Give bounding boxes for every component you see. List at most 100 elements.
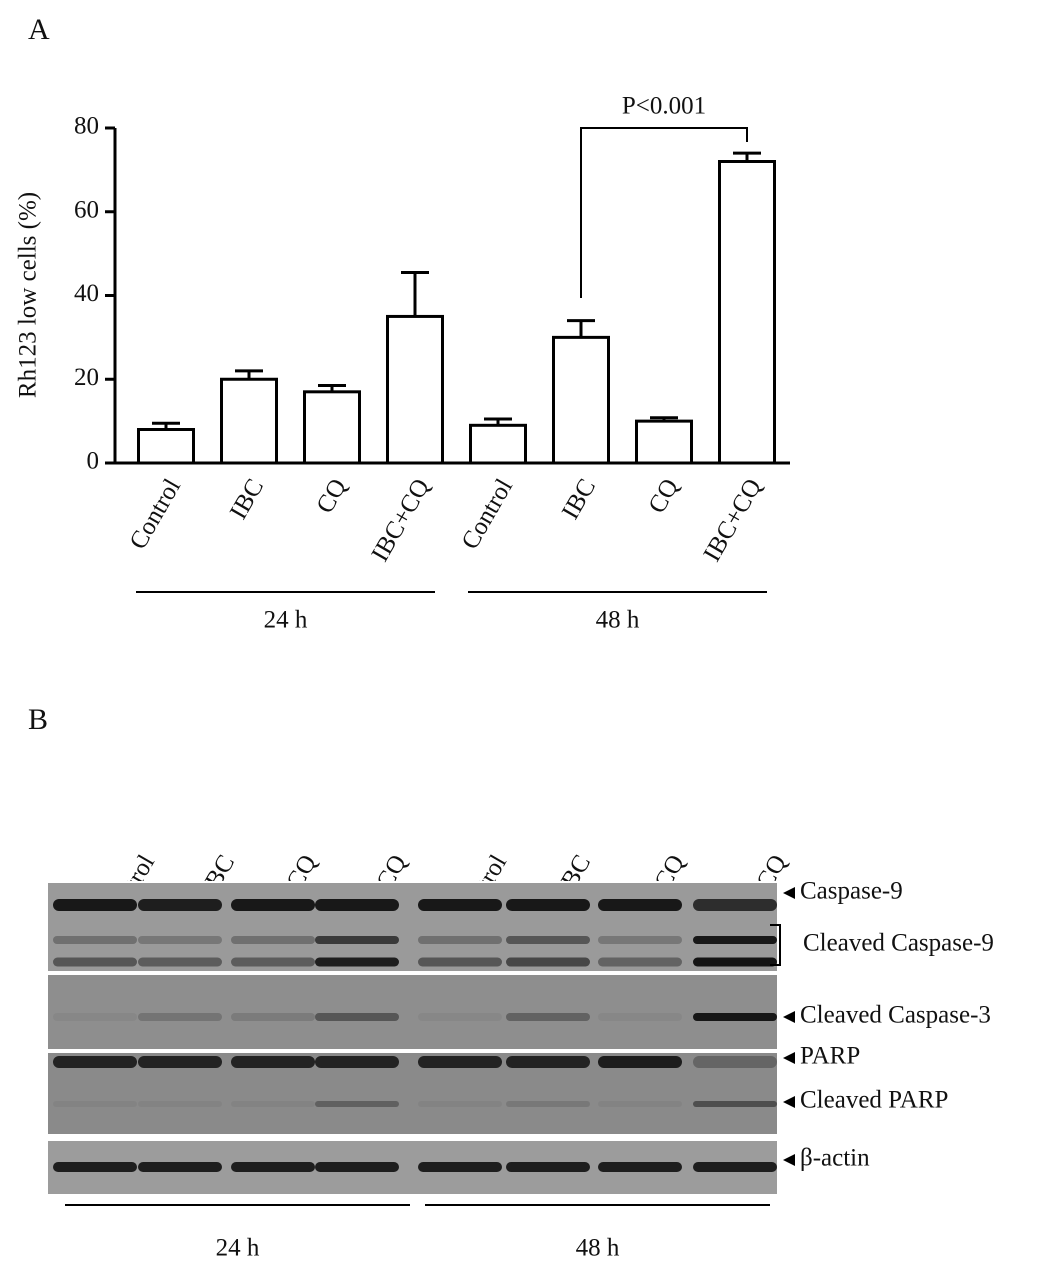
blot-band [598, 1013, 682, 1021]
group-label: 48 h [576, 1235, 620, 1262]
bar [469, 423, 527, 465]
blot-band [598, 936, 682, 944]
blot-band [315, 899, 399, 911]
blot-band [315, 957, 399, 967]
blot-band [315, 1162, 399, 1172]
blot-band [138, 1056, 222, 1068]
y-tick-label: 80 [74, 113, 99, 140]
arrow [783, 1096, 795, 1108]
blot-band [53, 899, 137, 911]
blot-band [506, 1101, 590, 1107]
significance-bracket [580, 127, 748, 298]
blot-band [506, 1162, 590, 1172]
blot-band [693, 936, 777, 944]
x-tick-label: Control [125, 474, 187, 554]
blot-band [418, 1056, 502, 1068]
blot-band [506, 1056, 590, 1068]
band-label: Cleaved Caspase-9 [803, 930, 994, 957]
blot-band [138, 936, 222, 944]
blot-band [418, 1162, 502, 1172]
bar [718, 160, 776, 465]
blot-strip [46, 973, 779, 1051]
arrow [783, 1154, 795, 1166]
blot-band [231, 899, 315, 911]
y-axis-label: Rh123 low cells (%) [15, 192, 42, 398]
blot-band [418, 957, 502, 967]
blot-band [418, 1013, 502, 1021]
blot-band [138, 1013, 222, 1021]
x-tick-label: IBC+CQ [367, 474, 436, 566]
blot-band [231, 957, 315, 967]
blot-band [53, 1013, 137, 1021]
band-label: Caspase-9 [800, 878, 903, 905]
blot-band [418, 899, 502, 911]
x-tick-label: CQ [643, 474, 684, 518]
blot-band [315, 1101, 399, 1107]
group-label: 48 h [596, 607, 640, 634]
bar [220, 377, 278, 465]
blot-band [138, 957, 222, 967]
blot-band [418, 1101, 502, 1107]
bar [635, 419, 693, 465]
y-tick-label: 60 [74, 196, 99, 223]
x-tick-label: Control [457, 474, 519, 554]
blot-band [315, 1013, 399, 1021]
arrow [783, 1052, 795, 1064]
y-tick-label: 20 [74, 364, 99, 391]
panel-label: B [28, 703, 48, 736]
x-tick-label: CQ [311, 474, 352, 518]
blot-band [418, 936, 502, 944]
blot-band [693, 957, 777, 967]
arrow [783, 1011, 795, 1023]
blot-band [53, 936, 137, 944]
blot-band [693, 1013, 777, 1021]
band-label: PARP [800, 1043, 860, 1070]
y-tick-label: 0 [87, 448, 100, 475]
y-tick-label: 40 [74, 280, 99, 307]
blot-band [231, 1056, 315, 1068]
bar [386, 314, 444, 465]
x-tick-label: IBC [225, 474, 269, 524]
bar [137, 428, 195, 465]
blot-band [506, 957, 590, 967]
blot-band [693, 1162, 777, 1172]
bar [552, 335, 610, 465]
panel-label: A [28, 13, 50, 46]
arrow [783, 887, 795, 899]
blot-band [53, 957, 137, 967]
blot-band [506, 936, 590, 944]
blot-band [693, 1056, 777, 1068]
blot-band [138, 1101, 222, 1107]
blot-band [693, 1101, 777, 1107]
group-label: 24 h [264, 607, 308, 634]
x-tick-label: IBC+CQ [699, 474, 768, 566]
blot-band [53, 1056, 137, 1068]
band-label: Cleaved PARP [800, 1087, 948, 1114]
band-label: β-actin [800, 1145, 870, 1172]
blot-band [231, 1013, 315, 1021]
blot-band [598, 1056, 682, 1068]
blot-band [53, 1101, 137, 1107]
blot-band [598, 899, 682, 911]
blot-band [231, 936, 315, 944]
bar [303, 390, 361, 465]
annotation: P<0.001 [622, 93, 706, 120]
blot-band [598, 957, 682, 967]
blot-band [315, 1056, 399, 1068]
blot-band [506, 1013, 590, 1021]
blot-band [138, 1162, 222, 1172]
blot-strip [46, 881, 779, 973]
blot-band [231, 1101, 315, 1107]
group-label: 24 h [216, 1235, 260, 1262]
blot-band [598, 1162, 682, 1172]
blot-band [231, 1162, 315, 1172]
blot-band [138, 899, 222, 911]
x-tick-label: IBC [557, 474, 601, 524]
band-label: Cleaved Caspase-3 [800, 1002, 991, 1029]
blot-band [506, 899, 590, 911]
band-bracket [770, 924, 781, 966]
blot-band [598, 1101, 682, 1107]
blot-band [315, 936, 399, 944]
blot-band [53, 1162, 137, 1172]
